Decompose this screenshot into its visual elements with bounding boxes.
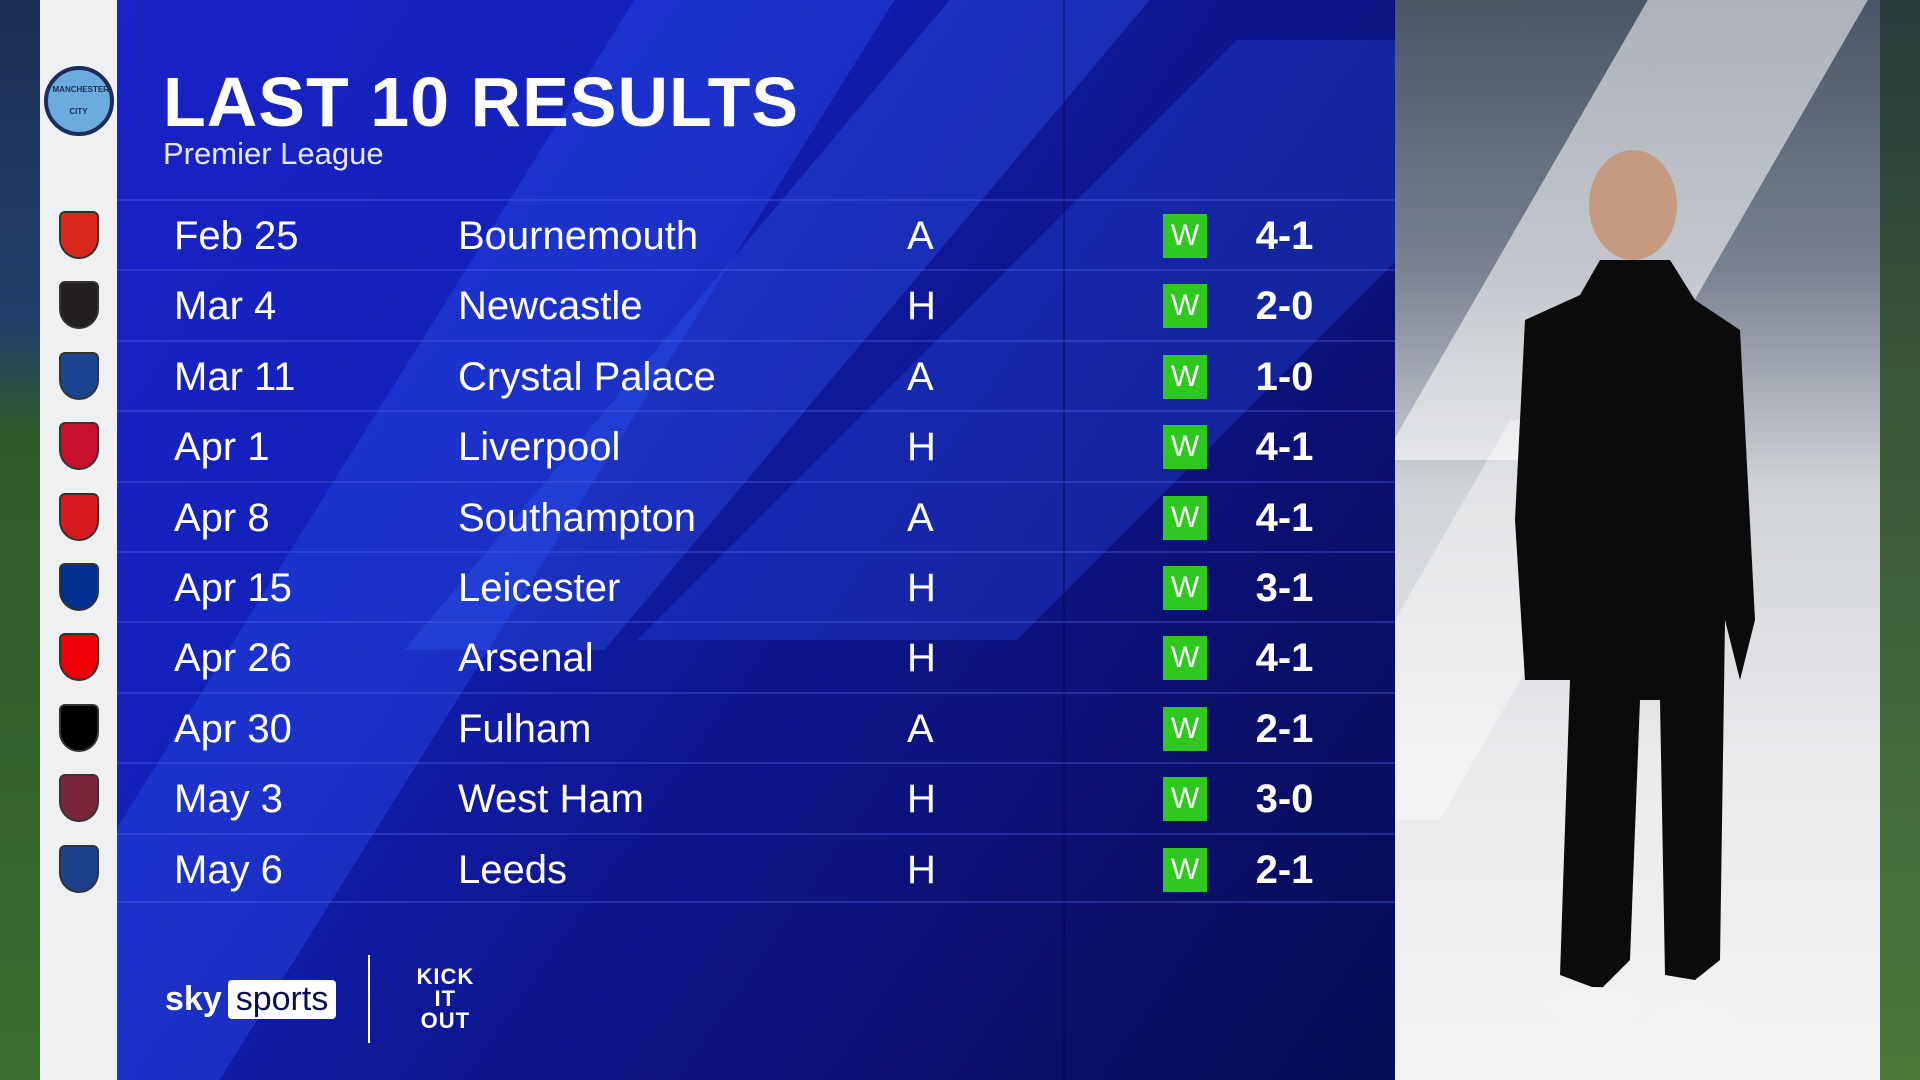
result-badge: W (1163, 565, 1207, 610)
kick-it-out-logo: KICK IT OUT (402, 956, 488, 1042)
match-score: 4-1 (1255, 214, 1314, 258)
match-date: Feb 25 (174, 214, 299, 258)
match-score: 4-1 (1255, 425, 1314, 470)
result-row: Apr 8 Southampton A W 4-1 (117, 480, 1395, 551)
match-score: 3-1 (1255, 565, 1314, 610)
result-row: Apr 15 Leicester H W 3-1 (117, 550, 1395, 621)
result-row: Mar 4 Newcastle H W 2-0 (117, 269, 1395, 339)
match-date: Apr 26 (174, 636, 292, 681)
opponent-crest-icon (58, 281, 99, 330)
result-row: Apr 26 Arsenal H W 4-1 (117, 621, 1395, 691)
opponent-name: Liverpool (458, 425, 621, 470)
result-row: Apr 30 Fulham A W 2-1 (117, 691, 1395, 762)
match-score: 2-1 (1255, 706, 1314, 751)
footer-logos: sky sports KICK IT OUT (165, 955, 488, 1043)
result-badge: W (1163, 636, 1207, 681)
venue: A (907, 354, 934, 399)
result-row: Feb 25 Bournemouth A W 4-1 (117, 199, 1395, 269)
result-badge: W (1163, 214, 1207, 258)
crest-lettering: MANCHESTER CITY (52, 85, 109, 116)
venue: H (907, 425, 936, 470)
opponent-crest-icon (58, 492, 99, 541)
opponent-crest-icon (58, 844, 99, 893)
opponent-crest-icon (58, 211, 99, 259)
manager-silhouette (1515, 150, 1755, 1038)
match-date: Mar 4 (174, 284, 277, 329)
opponent-crest-icon (58, 563, 99, 611)
venue: A (907, 706, 934, 751)
competition-subtitle: Premier League (163, 136, 384, 171)
result-badge: W (1163, 777, 1207, 822)
kio-line: OUT (420, 1008, 471, 1033)
results-table: Feb 25 Bournemouth A W 4-1 Mar 4 Newcastl… (117, 199, 1395, 903)
page-title: LAST 10 RESULTS (163, 63, 800, 141)
opponent-name: West Ham (458, 777, 644, 822)
match-score: 1-0 (1255, 354, 1314, 399)
result-row: Mar 11 Crystal Palace A W 1-0 (117, 339, 1395, 410)
opponent-name: Newcastle (458, 284, 643, 329)
opponent-name: Crystal Palace (458, 354, 716, 399)
opponent-name: Southampton (458, 495, 696, 540)
match-score: 2-0 (1255, 284, 1314, 329)
match-date: Apr 15 (174, 565, 292, 610)
result-badge: W (1163, 425, 1207, 470)
match-score: 3-0 (1255, 777, 1314, 822)
opponent-crest-icon (58, 351, 99, 400)
opponent-name: Fulham (458, 706, 592, 751)
match-date: Apr 8 (174, 495, 270, 540)
result-badge: W (1163, 354, 1207, 399)
match-date: Apr 1 (174, 425, 270, 470)
kio-line: IT (434, 986, 457, 1011)
opponent-name: Bournemouth (458, 214, 699, 258)
match-date: May 3 (174, 777, 283, 822)
results-panel: LAST 10 RESULTS Premier League Feb 25 Bo… (117, 0, 1395, 1080)
opponent-name: Leicester (458, 565, 621, 610)
opponent-crest-icon (58, 703, 99, 752)
divider (1063, 0, 1065, 1080)
match-score: 4-1 (1255, 636, 1314, 681)
manager-photo (1395, 0, 1880, 1080)
venue: H (907, 847, 936, 892)
match-date: May 6 (174, 847, 283, 892)
stadium-background-right (1880, 0, 1920, 1080)
opponent-crest-icon (58, 633, 99, 682)
result-row: May 3 West Ham H W 3-0 (117, 762, 1395, 832)
opponent-name: Arsenal (458, 636, 594, 681)
result-row: Apr 1 Liverpool H W 4-1 (117, 410, 1395, 480)
result-row: May 6 Leeds H W 2-1 (117, 832, 1395, 903)
venue: H (907, 636, 936, 681)
man-city-crest-icon: MANCHESTER CITY (43, 66, 114, 136)
result-badge: W (1163, 706, 1207, 751)
venue: A (907, 495, 934, 540)
result-badge: W (1163, 284, 1207, 329)
stadium-background-left (0, 0, 40, 1080)
result-badge: W (1163, 495, 1207, 540)
result-badge: W (1163, 847, 1207, 892)
match-date: Apr 30 (174, 706, 292, 751)
venue: H (907, 777, 936, 822)
sky-sports-logo: sky sports (165, 979, 337, 1019)
sky-text: sky (165, 979, 222, 1018)
match-score: 2-1 (1255, 847, 1314, 892)
sports-text: sports (227, 979, 337, 1019)
venue: H (907, 284, 936, 329)
match-date: Mar 11 (174, 354, 296, 399)
logo-divider (368, 955, 371, 1043)
opponent-crest-icon (58, 422, 99, 471)
venue: H (907, 565, 936, 610)
kio-line: KICK (416, 964, 475, 989)
opponent-name: Leeds (458, 847, 567, 892)
match-score: 4-1 (1255, 495, 1314, 540)
venue: A (907, 214, 934, 258)
opponent-crest-icon (58, 774, 99, 823)
